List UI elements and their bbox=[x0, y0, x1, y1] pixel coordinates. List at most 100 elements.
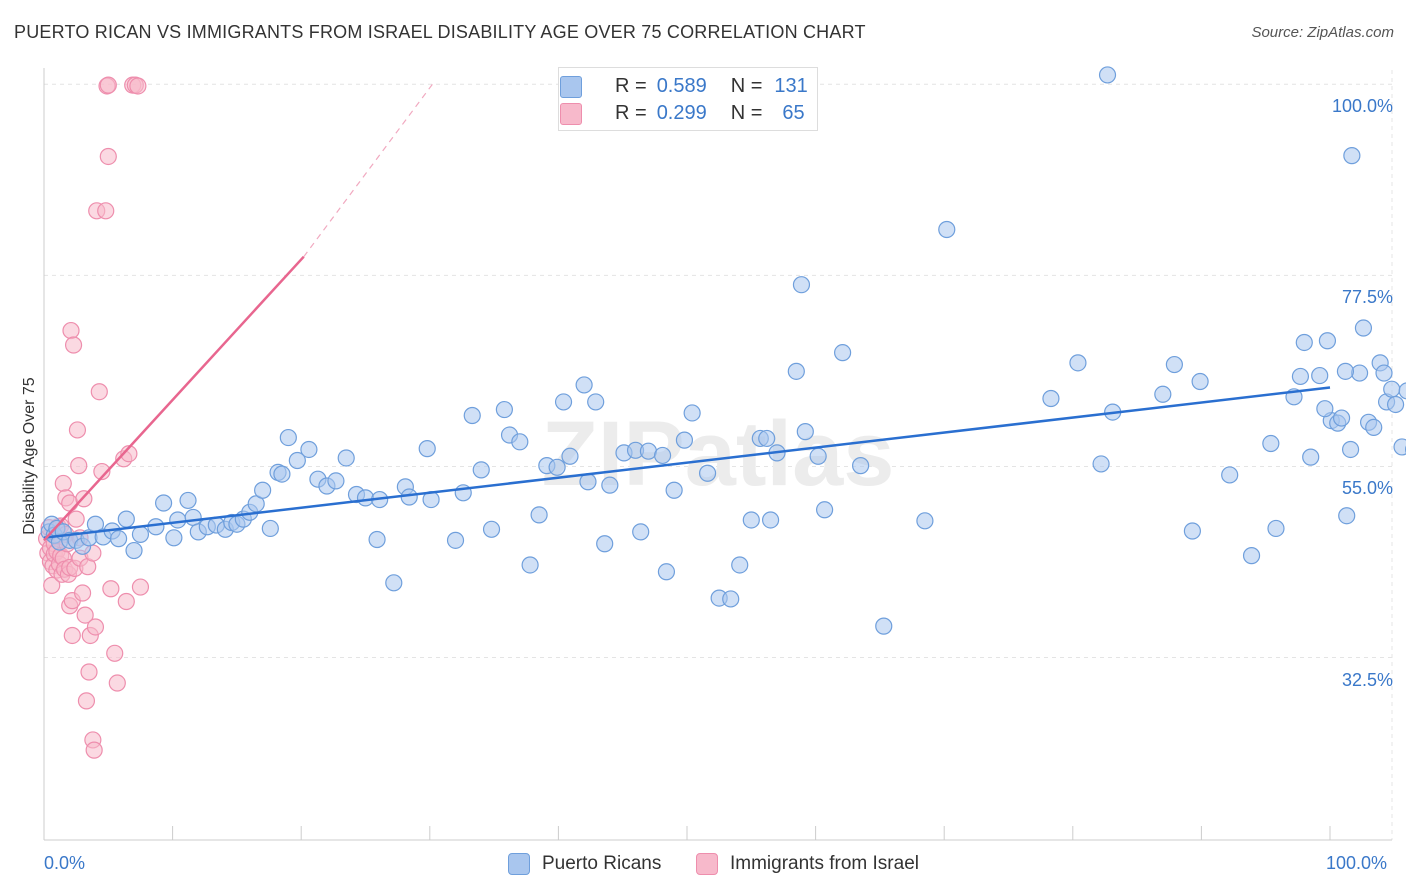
puerto-rican-point bbox=[792, 276, 811, 294]
legend-r-label: R = bbox=[615, 101, 647, 124]
puerto-rican-point bbox=[1343, 147, 1361, 165]
puerto-rican-point bbox=[1350, 364, 1369, 382]
israel-point bbox=[80, 663, 98, 681]
puerto-rican-point bbox=[117, 510, 135, 528]
y-tick-label: 55.0% bbox=[1341, 478, 1393, 499]
legend-swatch-pink bbox=[696, 853, 718, 875]
legend-swatch-pink bbox=[560, 103, 582, 125]
puerto-rican-point bbox=[938, 220, 956, 239]
puerto-rican-point bbox=[579, 473, 597, 491]
puerto-rican-point bbox=[1318, 332, 1337, 350]
israel-point bbox=[64, 336, 83, 354]
legend-n-label: N = bbox=[730, 74, 763, 97]
legend-r-label: R = bbox=[615, 74, 647, 97]
puerto-rican-point bbox=[1398, 382, 1406, 400]
israel-point bbox=[108, 674, 126, 692]
legend-item-immigrants-from-israel: Immigrants from Israel bbox=[696, 851, 919, 877]
legend-r-value: 0.299 bbox=[656, 101, 707, 124]
puerto-rican-point bbox=[683, 404, 701, 422]
puerto-rican-point bbox=[632, 523, 650, 541]
israel-point bbox=[106, 644, 124, 662]
israel-point bbox=[68, 421, 87, 439]
puerto-rican-point bbox=[1191, 372, 1209, 391]
puerto-rican-point bbox=[1338, 507, 1356, 525]
puerto-rican-point bbox=[1267, 519, 1285, 538]
israel-point bbox=[129, 77, 147, 95]
legend-label: Puerto Ricans bbox=[542, 853, 662, 874]
puerto-rican-point bbox=[722, 590, 740, 608]
puerto-rican-point bbox=[109, 530, 128, 548]
puerto-rican-point bbox=[554, 393, 573, 411]
puerto-rican-point bbox=[596, 535, 614, 553]
puerto-rican-point bbox=[665, 481, 683, 499]
israel-point bbox=[131, 578, 150, 596]
x-tick-label-max: 100.0% bbox=[1326, 853, 1388, 873]
israel-point bbox=[61, 494, 79, 512]
israel-point bbox=[93, 462, 111, 481]
puerto-rican-point bbox=[131, 525, 150, 544]
israel-point bbox=[73, 584, 92, 602]
puerto-rican-point bbox=[472, 461, 490, 479]
puerto-rican-point bbox=[1242, 547, 1261, 565]
legend-swatch-blue bbox=[560, 76, 582, 98]
puerto-rican-point bbox=[1291, 367, 1310, 386]
legend-row-immigrants-from-israel: R = 0.299 N = 65 bbox=[560, 101, 805, 125]
puerto-rican-point bbox=[601, 476, 619, 494]
puerto-rican-point bbox=[1332, 409, 1351, 427]
puerto-rican-point bbox=[809, 447, 827, 465]
y-tick-label: 77.5% bbox=[1341, 287, 1393, 308]
trend-extension-immigrants-from-israel bbox=[303, 80, 436, 258]
puerto-rican-point bbox=[575, 376, 593, 394]
puerto-rican-point bbox=[169, 511, 187, 529]
legend-label: Immigrants from Israel bbox=[730, 853, 919, 874]
puerto-rican-point bbox=[1042, 389, 1060, 408]
watermark: ZIPatlas bbox=[542, 403, 895, 505]
puerto-rican-point bbox=[273, 465, 291, 483]
israel-point bbox=[63, 626, 81, 645]
puerto-rican-point bbox=[816, 501, 834, 519]
israel-point bbox=[117, 592, 135, 611]
series-immigrants-from-israel bbox=[37, 76, 150, 759]
legend-r-value: 0.589 bbox=[656, 74, 707, 97]
y-tick-label: 100.0% bbox=[1331, 96, 1393, 117]
puerto-rican-point bbox=[1393, 438, 1406, 456]
israel-point bbox=[70, 457, 88, 475]
legend-n-label: N = bbox=[730, 101, 763, 124]
puerto-rican-point bbox=[179, 491, 197, 510]
puerto-rican-point bbox=[852, 457, 870, 475]
puerto-rican-point bbox=[758, 429, 776, 448]
puerto-rican-point bbox=[463, 406, 481, 425]
puerto-rican-point bbox=[521, 556, 539, 574]
israel-point bbox=[97, 202, 115, 220]
puerto-rican-point bbox=[261, 519, 279, 538]
puerto-rican-point bbox=[530, 506, 548, 524]
puerto-rican-point bbox=[165, 529, 183, 547]
israel-point bbox=[43, 576, 61, 594]
puerto-rican-point bbox=[1316, 400, 1334, 418]
puerto-rican-point bbox=[1165, 355, 1183, 374]
israel-point bbox=[76, 606, 94, 624]
puerto-rican-point bbox=[385, 574, 403, 592]
puerto-rican-point bbox=[675, 431, 694, 449]
israel-point bbox=[99, 147, 117, 166]
puerto-rican-point bbox=[875, 617, 893, 635]
trend-line-immigrants-from-israel bbox=[43, 255, 305, 542]
puerto-rican-point bbox=[254, 481, 272, 499]
puerto-rican-point bbox=[1154, 385, 1172, 403]
puerto-rican-point bbox=[657, 563, 676, 581]
puerto-rican-point bbox=[356, 489, 375, 507]
puerto-rican-point bbox=[639, 442, 658, 460]
israel-point bbox=[120, 445, 138, 463]
puerto-rican-point bbox=[511, 433, 529, 451]
puerto-rican-point bbox=[1311, 366, 1329, 385]
israel-point bbox=[99, 76, 117, 94]
puerto-rican-point bbox=[279, 428, 297, 447]
series-puerto-ricans bbox=[40, 66, 1406, 635]
puerto-rican-point bbox=[761, 511, 780, 529]
israel-point bbox=[77, 692, 96, 710]
puerto-rican-point bbox=[495, 400, 513, 419]
puerto-rican-point bbox=[154, 494, 173, 512]
puerto-rican-point bbox=[400, 488, 418, 506]
israel-point bbox=[86, 618, 105, 636]
